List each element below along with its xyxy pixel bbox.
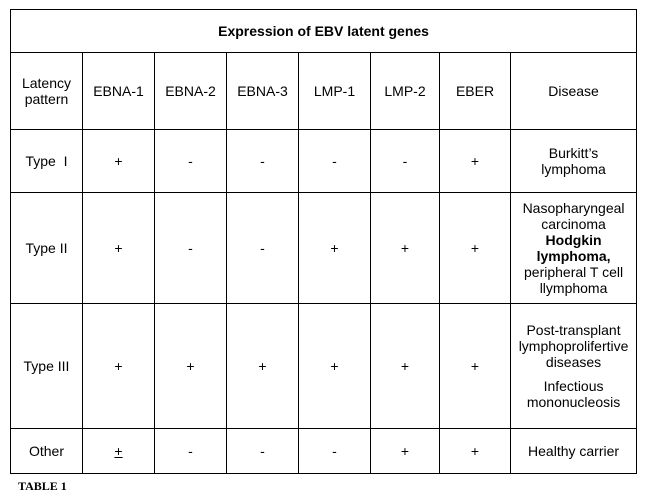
disease-line: Post-transplant [526,322,621,338]
ebna1-cell: + [82,428,155,474]
table-caption: TABLE 1 [18,479,67,493]
row-label: Type II [10,192,83,304]
table-row-other: Other + - - - + + Healthy carrier [10,428,638,474]
disease-line: Healthy carrier [528,443,620,459]
ebv-latent-genes-table: Expression of EBV latent genes Latency p… [9,9,638,474]
column-header-disease: Disease [509,52,638,130]
disease-line: Infectious [543,378,604,394]
disease-cell: Healthy carrier [509,428,638,474]
column-header-eber: EBER [439,52,511,130]
ebna3-cell: - [226,428,299,474]
disease-line: Burkitt’s [548,145,599,161]
disease-line: lymphoma [541,161,606,177]
lmp1-cell: + [298,303,371,429]
eber-cell: + [439,303,511,429]
disease-cell: Post-transplant lymphoprolifertive disea… [509,303,638,429]
ebna2-cell: - [154,192,227,304]
ebna3-cell: - [226,129,299,193]
disease-line: carcinoma [541,216,606,232]
lmp2-cell: + [370,192,440,304]
latency-header-line2: pattern [24,91,69,107]
eber-cell: + [439,192,511,304]
lmp1-cell: - [298,129,371,193]
table-row-type-2: Type II + - - + + + Nasopharyngeal carci… [10,192,638,304]
disease-line-bold: Hodgkin [545,232,602,248]
latency-header-line1: Latency [21,75,72,91]
disease-line-bold: lymphoma, [536,248,611,264]
disease-line: diseases [545,354,602,370]
lmp1-cell: + [298,192,371,304]
ebna2-cell: - [154,428,227,474]
eber-cell: + [439,428,511,474]
disease-line: mononucleosis [526,394,621,410]
ebna2-cell: + [154,303,227,429]
column-header-lmp2: LMP-2 [370,52,440,130]
disease-line: peripheral T cell [524,264,624,280]
lmp2-cell: + [370,303,440,429]
disease-cell: Burkitt’s lymphoma [509,129,638,193]
lmp2-cell: + [370,428,440,474]
row-label: Type III [10,303,83,429]
row-label: Other [10,428,83,474]
ebna1-cell: + [82,129,155,193]
ebna1-cell: + [82,303,155,429]
ebna3-cell: - [226,192,299,304]
disease-line: llymphoma [539,280,608,296]
ebna2-cell: - [154,129,227,193]
disease-line: Nasopharyngeal [522,200,625,216]
column-header-ebna3: EBNA-3 [226,52,299,130]
disease-line: lymphoprolifertive [518,338,629,354]
row-label: Type I [10,129,83,193]
ebna1-cell: + [82,192,155,304]
lmp2-cell: - [370,129,440,193]
lmp1-cell: - [298,428,371,474]
column-header-lmp1: LMP-1 [298,52,371,130]
table-row-type-3: Type III + + + + + + Post-transplant lym… [10,303,638,429]
ebna3-cell: + [226,303,299,429]
latency-pattern-header: Latency pattern [10,52,83,130]
column-header-ebna2: EBNA-2 [154,52,227,130]
eber-cell: + [439,129,511,193]
disease-cell: Nasopharyngeal carcinoma Hodgkin lymphom… [509,192,638,304]
table-row-type-1: Type I + - - - - + Burkitt’s lymphoma [10,129,638,193]
table-title: Expression of EBV latent genes [9,9,638,53]
column-header-ebna1: EBNA-1 [82,52,155,130]
